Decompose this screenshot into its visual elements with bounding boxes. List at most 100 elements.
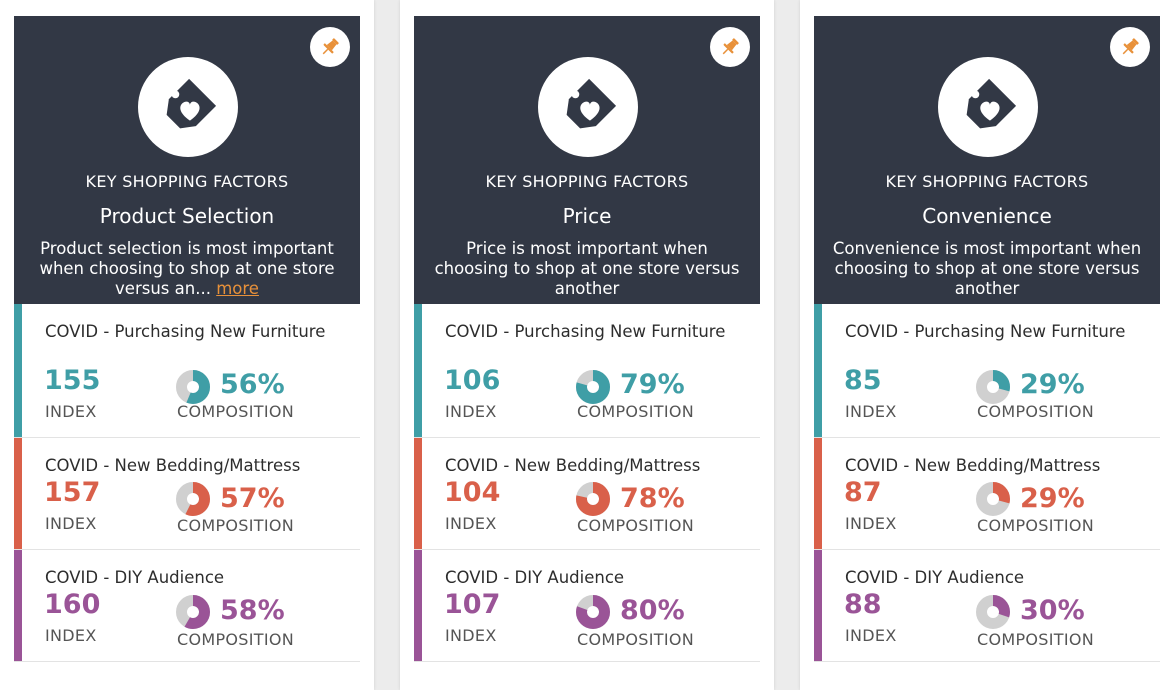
composition-donut-fill <box>976 482 1010 516</box>
index-label: INDEX <box>445 626 497 645</box>
composition-donut-fill <box>576 482 610 516</box>
audience-color-bar <box>414 304 422 437</box>
composition-donut <box>576 370 610 404</box>
index-label: INDEX <box>45 514 97 533</box>
composition-donut <box>176 595 210 629</box>
index-value: 87 <box>844 477 882 508</box>
audience-name: COVID - Purchasing New Furniture <box>45 322 326 341</box>
composition-donut-fill <box>176 482 210 516</box>
composition-donut-fill <box>176 595 210 629</box>
audience-name: COVID - New Bedding/Mattress <box>45 456 301 475</box>
audience-name: COVID - DIY Audience <box>445 568 625 587</box>
composition-label: COMPOSITION <box>977 516 1095 535</box>
pushpin-icon[interactable] <box>310 27 350 67</box>
composition-value: 29% <box>1020 369 1085 400</box>
audience-name: COVID - DIY Audience <box>845 568 1025 587</box>
composition-label: COMPOSITION <box>577 402 695 421</box>
factor-title: Price <box>562 204 612 228</box>
factor-eyebrow: KEY SHOPPING FACTORS <box>885 172 1089 191</box>
index-label: INDEX <box>445 402 497 421</box>
audience-color-bar <box>814 550 822 661</box>
audience-color-bar <box>814 438 822 549</box>
composition-donut <box>576 482 610 516</box>
factor-description: Price is most important when choosing to… <box>428 239 746 299</box>
composition-donut <box>176 370 210 404</box>
audience-color-bar <box>14 304 22 437</box>
index-value: 88 <box>844 589 882 620</box>
index-label: INDEX <box>45 402 97 421</box>
factor-title: Convenience <box>922 204 1052 228</box>
more-link[interactable]: more <box>216 279 259 298</box>
audience-row[interactable]: COVID - New Bedding/Mattress 87 INDEX 29% CO… <box>814 438 1160 550</box>
composition-label: COMPOSITION <box>977 402 1095 421</box>
composition-value: 29% <box>1020 483 1085 514</box>
index-label: INDEX <box>45 626 97 645</box>
composition-donut-fill <box>976 595 1010 629</box>
factor-eyebrow: KEY SHOPPING FACTORS <box>85 172 289 191</box>
index-label: INDEX <box>845 402 897 421</box>
composition-donut <box>576 595 610 629</box>
factor-description-text: Price is most important when choosing to… <box>434 239 740 298</box>
audience-row[interactable]: COVID - Purchasing New Furniture 106 INDEX… <box>414 304 760 438</box>
audience-name: COVID - Purchasing New Furniture <box>445 322 726 341</box>
composition-value: 79% <box>620 369 685 400</box>
audience-row[interactable]: COVID - Purchasing New Furniture 155 INDEX… <box>14 304 360 438</box>
audience-row[interactable]: COVID - DIY Audience 107 INDEX 80% COMPOSITI… <box>414 550 760 662</box>
composition-value: 78% <box>620 483 685 514</box>
composition-label: COMPOSITION <box>177 402 295 421</box>
factor-description: Convenience is most important when choos… <box>828 239 1146 299</box>
index-value: 106 <box>444 365 501 396</box>
composition-donut <box>176 482 210 516</box>
factor-hero: KEY SHOPPING FACTORS Convenience Convenien… <box>814 16 1160 320</box>
pushpin-icon[interactable] <box>710 27 750 67</box>
factor-card-body: KEY SHOPPING FACTORS Product Selection Pro… <box>14 16 360 690</box>
composition-label: COMPOSITION <box>177 516 295 535</box>
composition-label: COMPOSITION <box>577 630 695 649</box>
audience-name: COVID - Purchasing New Furniture <box>845 322 1126 341</box>
index-value: 107 <box>444 589 501 620</box>
factor-title: Product Selection <box>99 204 275 228</box>
composition-donut-fill <box>176 370 210 404</box>
audience-row[interactable]: COVID - New Bedding/Mattress 104 INDEX 78% C… <box>414 438 760 550</box>
audience-color-bar <box>414 550 422 661</box>
audience-name: COVID - New Bedding/Mattress <box>445 456 701 475</box>
index-label: INDEX <box>845 626 897 645</box>
composition-value: 58% <box>220 595 285 626</box>
composition-value: 56% <box>220 369 285 400</box>
index-label: INDEX <box>445 514 497 533</box>
factor-description-text: Convenience is most important when choos… <box>832 239 1142 298</box>
pushpin-icon[interactable] <box>1110 27 1150 67</box>
audience-color-bar <box>14 550 22 661</box>
price-tag-heart-icon <box>938 57 1038 157</box>
factor-card-body: KEY SHOPPING FACTORS Price Price is most i… <box>414 16 760 690</box>
factor-hero: KEY SHOPPING FACTORS Price Price is most i… <box>414 16 760 320</box>
factor-hero: KEY SHOPPING FACTORS Product Selection Pro… <box>14 16 360 320</box>
factor-card: KEY SHOPPING FACTORS Product Selection Pro… <box>0 0 374 690</box>
price-tag-heart-icon <box>138 57 238 157</box>
composition-donut-fill <box>576 595 610 629</box>
price-tag-heart-icon <box>538 57 638 157</box>
factor-card: KEY SHOPPING FACTORS Convenience Convenien… <box>800 0 1172 690</box>
factor-eyebrow: KEY SHOPPING FACTORS <box>485 172 689 191</box>
composition-label: COMPOSITION <box>577 516 695 535</box>
factor-description-text: Product selection is most important when… <box>39 239 335 298</box>
audience-row[interactable]: COVID - New Bedding/Mattress 157 INDEX 57% C… <box>14 438 360 550</box>
audience-row[interactable]: COVID - DIY Audience 88 INDEX 30% COMPOSITIO… <box>814 550 1160 662</box>
index-value: 160 <box>44 589 101 620</box>
composition-label: COMPOSITION <box>177 630 295 649</box>
audience-name: COVID - New Bedding/Mattress <box>845 456 1101 475</box>
composition-value: 80% <box>620 595 685 626</box>
index-value: 155 <box>44 365 101 396</box>
factor-card-body: KEY SHOPPING FACTORS Convenience Convenien… <box>814 16 1160 690</box>
audience-color-bar <box>14 438 22 549</box>
index-label: INDEX <box>845 514 897 533</box>
composition-value: 30% <box>1020 595 1085 626</box>
audience-name: COVID - DIY Audience <box>45 568 225 587</box>
factor-card: KEY SHOPPING FACTORS Price Price is most i… <box>400 0 774 690</box>
audience-row[interactable]: COVID - DIY Audience 160 INDEX 58% COMPOSITI… <box>14 550 360 662</box>
composition-donut-fill <box>576 370 610 404</box>
audience-color-bar <box>414 438 422 549</box>
composition-donut <box>976 482 1010 516</box>
audience-row[interactable]: COVID - Purchasing New Furniture 85 INDEX 2… <box>814 304 1160 438</box>
factor-description: Product selection is most important when… <box>28 239 346 299</box>
